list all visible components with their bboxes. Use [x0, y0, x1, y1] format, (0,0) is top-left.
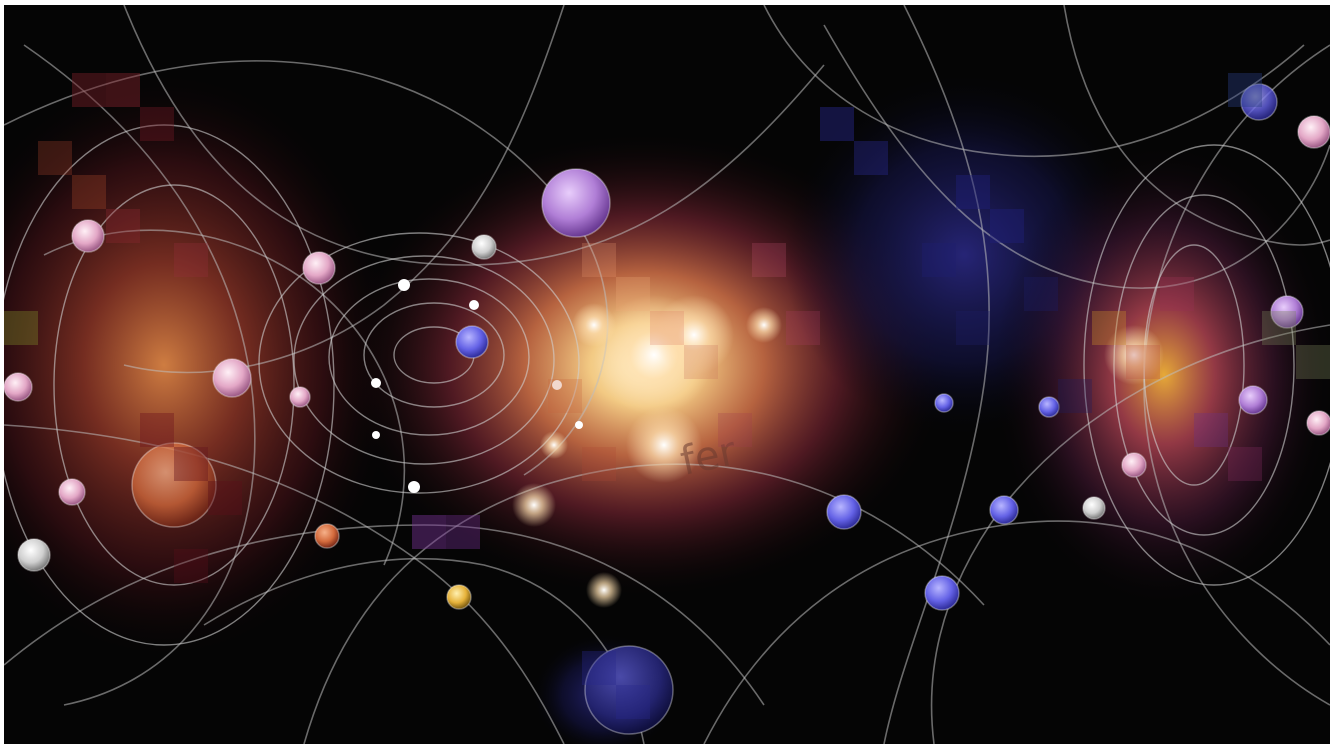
particle-orange-large [131, 442, 217, 528]
spiral-tracks [4, 124, 1330, 646]
collision-sparkles [371, 279, 1164, 608]
watermark-text: fer [677, 428, 741, 485]
particles [4, 83, 1330, 735]
collision-artwork: fer [4, 5, 1330, 744]
particle-collision-image: fer [4, 5, 1330, 744]
particle-deep-blue-large [584, 645, 674, 735]
particle-violet-large [541, 168, 611, 238]
